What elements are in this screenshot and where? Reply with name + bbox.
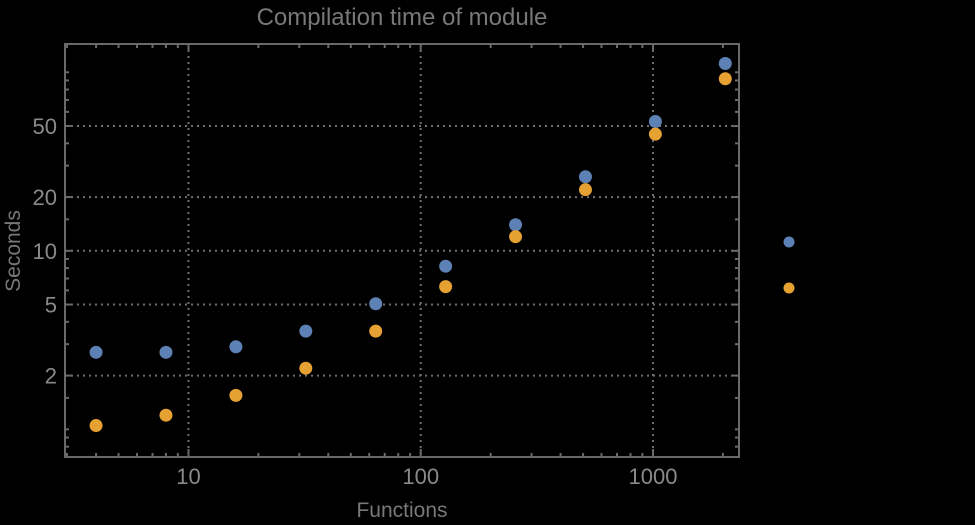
x-axis-label: Functions — [356, 499, 448, 522]
data-point-series-orange — [439, 280, 453, 294]
data-point-series-blue — [89, 345, 103, 359]
y-tick-label: 2 — [45, 364, 57, 389]
chart-title: Compilation time of module — [256, 4, 548, 31]
data-point-series-blue — [578, 170, 592, 184]
y-tick-label: 20 — [33, 185, 57, 210]
data-point-series-orange — [578, 183, 592, 197]
data-point-series-blue — [369, 297, 383, 311]
data-point-series-orange — [229, 388, 243, 402]
data-point-series-orange — [89, 419, 103, 433]
data-point-series-orange — [648, 127, 662, 141]
data-point-series-orange — [369, 324, 383, 338]
data-point-series-blue — [299, 324, 313, 338]
data-point-series-orange — [509, 230, 523, 244]
x-tick-label: 10 — [176, 464, 200, 489]
data-point-series-blue — [229, 340, 243, 354]
data-point-series-blue — [648, 114, 662, 128]
data-point-series-orange — [299, 361, 313, 375]
legend-marker — [783, 282, 795, 294]
y-tick-label: 5 — [45, 293, 57, 318]
x-tick-label: 1000 — [629, 464, 678, 489]
y-tick-label: 10 — [33, 239, 57, 264]
data-point-series-orange — [159, 408, 173, 422]
data-point-series-blue — [439, 259, 453, 273]
legend-marker — [783, 236, 795, 248]
x-tick-label: 100 — [402, 464, 439, 489]
data-point-series-blue — [159, 345, 173, 359]
data-point-series-orange — [718, 72, 732, 86]
y-tick-label: 50 — [33, 114, 57, 139]
data-point-series-blue — [509, 218, 523, 232]
data-point-series-blue — [718, 56, 732, 70]
